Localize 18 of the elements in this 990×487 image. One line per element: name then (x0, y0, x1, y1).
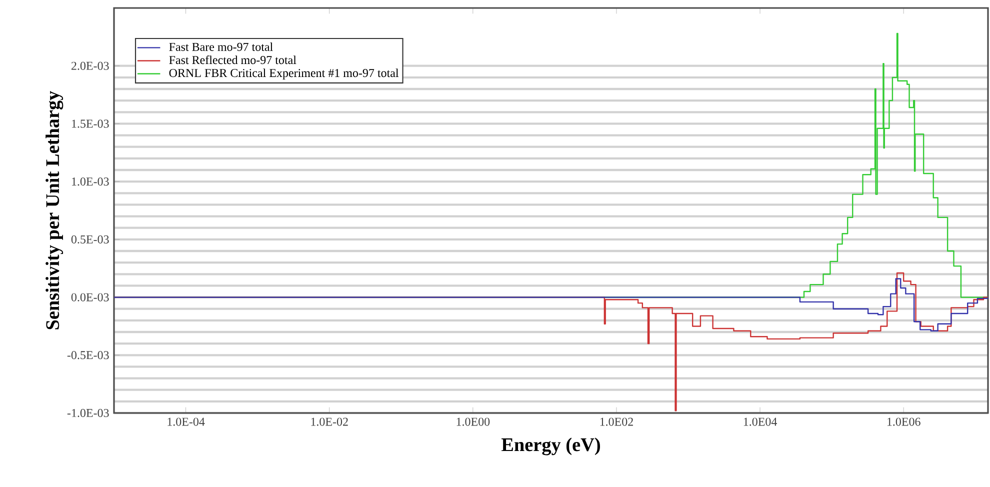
legend-label: Fast Bare mo-97 total (169, 42, 273, 51)
y-tick-label: 0.0E-03 (71, 293, 109, 302)
y-tick-label: 2.0E-03 (71, 62, 109, 70)
x-tick-label: 1.0E02 (600, 418, 633, 426)
y-tick-label: 1.0E-03 (72, 177, 109, 186)
legend-label: Fast Reflected mo-97 total (169, 56, 296, 64)
x-tick-label: 1.0E00 (456, 418, 490, 426)
x-tick-label: 1.0E-04 (168, 418, 205, 426)
x-tick-label: 1.0E06 (887, 418, 920, 426)
x-axis-title: Energy (eV) (501, 438, 600, 456)
y-axis-title: Sensitivity per Unit Lethargy (46, 90, 64, 330)
y-tick-label: 1.5E-03 (72, 120, 109, 128)
y-tick-label: -0.5E-03 (67, 351, 109, 360)
x-tick-label: 1.0E04 (744, 418, 777, 426)
x-tick-label: 1.0E-02 (311, 418, 348, 426)
y-tick-label: 0.5E-03 (71, 235, 109, 244)
y-tick-label: -1.0E-03 (67, 408, 109, 418)
legend-label: ORNL FBR Critical Experiment #1 mo-97 total (169, 68, 399, 80)
